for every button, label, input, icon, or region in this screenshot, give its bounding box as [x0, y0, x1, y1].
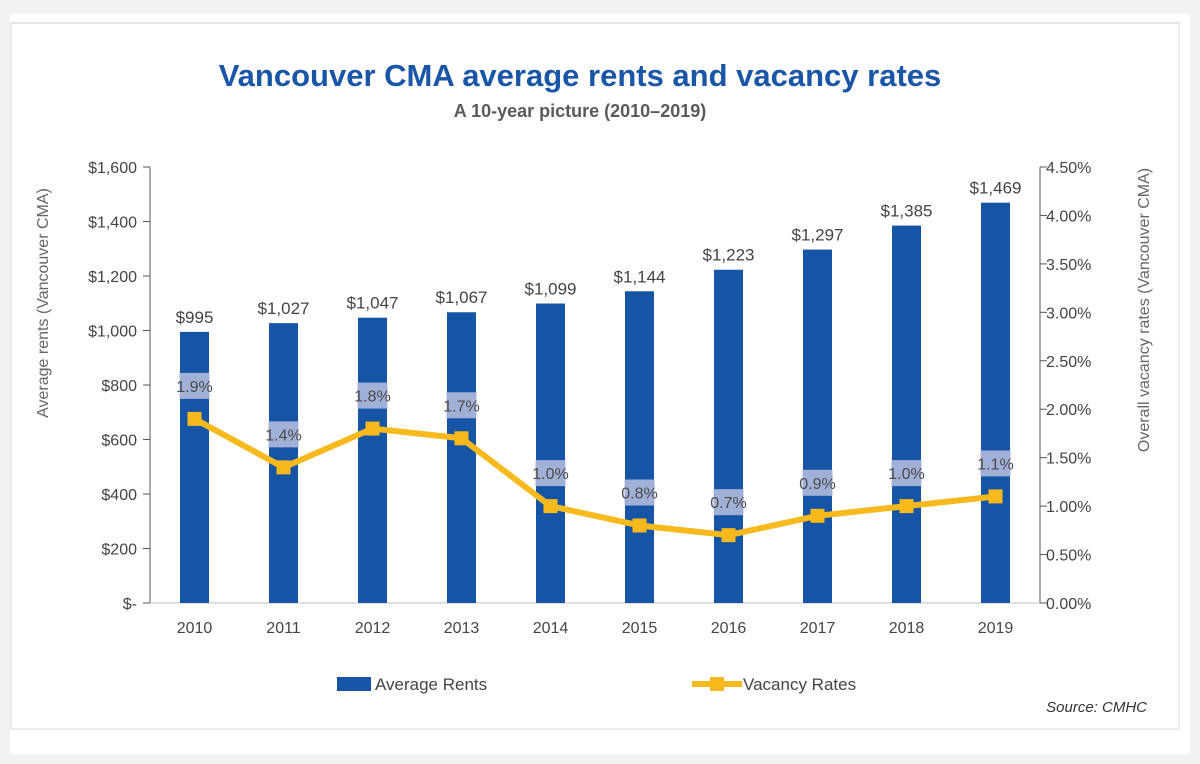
chart-subtitle: A 10-year picture (2010–2019) [454, 101, 706, 121]
y-tick-label: $200 [101, 542, 137, 559]
bar-data-label: $1,385 [881, 202, 933, 221]
x-tick-label: 2016 [711, 620, 747, 637]
y2-tick-label: 3.50% [1046, 257, 1091, 274]
vacancy-data-label: 0.7% [710, 495, 746, 512]
vacancy-label-bg [268, 421, 299, 448]
x-tick-label: 2017 [800, 620, 836, 637]
legend-label-average-rents: Average Rents [375, 675, 487, 694]
line-vacancy-rates [193, 416, 996, 539]
vacancy-label-bg [802, 469, 833, 496]
x-tick-label: 2015 [622, 620, 658, 637]
y-tick-label: $1,600 [88, 160, 137, 177]
vacancy-point-marker [187, 411, 202, 426]
vacancy-data-label: 1.0% [532, 466, 568, 483]
vacancy-label-bg [179, 372, 210, 399]
vacancy-point-marker [365, 421, 380, 436]
y2-axis-label: Overall vacancy rates (Vancouver CMA) [1136, 168, 1153, 452]
bar-average-rents [625, 291, 654, 603]
vacancy-label-bg [357, 382, 388, 409]
vacancy-point-marker [276, 460, 291, 475]
y2-tick-label: 0.50% [1046, 548, 1091, 565]
x-tick-label: 2018 [889, 620, 925, 637]
vacancy-point-marker [454, 431, 469, 446]
bar-data-label: $1,144 [614, 267, 666, 286]
y-tick-label: $1,000 [88, 324, 137, 341]
bar-data-label: $1,047 [347, 294, 399, 313]
vacancy-point-marker [632, 518, 647, 533]
y-tick-label: $800 [101, 378, 137, 395]
y2-tick-label: 4.00% [1046, 208, 1091, 225]
bar-data-label: $1,027 [258, 299, 310, 318]
bar-data-label: $1,067 [436, 288, 488, 307]
vacancy-point-marker [810, 508, 825, 523]
vacancy-label-bg [980, 450, 1011, 477]
vacancy-data-label: 0.9% [799, 476, 835, 493]
vacancy-data-label: 1.1% [977, 456, 1013, 473]
vacancy-label-bg [446, 392, 477, 419]
bar-data-label: $1,297 [792, 226, 844, 245]
y2-tick-label: 3.00% [1046, 305, 1091, 322]
bar-average-rents [358, 317, 387, 603]
source-note: Source: CMHC [1046, 699, 1147, 716]
plot-area: $- $200 $400 $600 $800 $1,000 $1,200 $1,400 $1,6… [88, 160, 1091, 637]
vacancy-data-label: 1.8% [354, 389, 390, 406]
vacancy-label-bg [891, 460, 922, 487]
vacancy-label-bg [713, 489, 744, 516]
legend-label-vacancy-rates: Vacancy Rates [743, 675, 856, 694]
legend: Average Rents Vacancy Rates [337, 675, 856, 694]
vacancy-point-marker [988, 489, 1003, 504]
vacancy-label-bg [624, 479, 655, 506]
y-tick-label: $1,200 [88, 269, 137, 286]
chart-title: Vancouver CMA average rents and vacancy … [219, 58, 942, 93]
y2-tick-label: 1.50% [1046, 451, 1091, 468]
bar-average-rents [536, 303, 565, 603]
legend-swatch-average-rents [337, 677, 371, 691]
y2-tick-label: 0.00% [1046, 596, 1091, 613]
bar-average-rents [714, 269, 743, 603]
bar-data-label: $995 [176, 308, 214, 327]
x-tick-label: 2013 [444, 620, 480, 637]
y2-tick-label: 2.50% [1046, 354, 1091, 371]
x-tick-label: 2014 [533, 620, 569, 637]
vacancy-point-marker [721, 528, 736, 543]
bar-data-label: $1,099 [525, 280, 577, 299]
bar-average-rents [803, 249, 832, 603]
vacancy-label-bg [535, 460, 566, 487]
x-tick-label: 2019 [978, 620, 1014, 637]
y2-tick-label: 2.00% [1046, 402, 1091, 419]
vacancy-point-marker [899, 499, 914, 514]
x-tick-label: 2010 [177, 620, 213, 637]
vacancy-data-label: 0.8% [621, 485, 657, 502]
legend-swatch-vacancy-marker [710, 677, 724, 691]
y2-tick-label: 4.50% [1046, 160, 1091, 177]
x-tick-label: 2011 [266, 620, 301, 637]
vacancy-data-label: 1.9% [176, 379, 212, 396]
bar-average-rents [892, 225, 921, 603]
bar-data-label: $1,223 [703, 246, 755, 265]
x-tick-label: 2012 [355, 620, 391, 637]
vacancy-data-label: 1.0% [888, 466, 924, 483]
vacancy-point-marker [543, 499, 558, 514]
y-tick-label: $1,400 [88, 215, 137, 232]
y-tick-label: $600 [101, 433, 137, 450]
bar-average-rents [447, 312, 476, 603]
y-tick-label: $- [123, 596, 137, 613]
vacancy-data-label: 1.4% [265, 427, 301, 444]
y2-tick-label: 1.00% [1046, 499, 1091, 516]
y-axis-label: Average rents (Vancouver CMA) [35, 188, 52, 418]
y-tick-label: $400 [101, 487, 137, 504]
bar-data-label: $1,469 [970, 179, 1022, 198]
bar-average-rents [180, 331, 209, 603]
vacancy-data-label: 1.7% [443, 398, 479, 415]
bar-average-rents [981, 202, 1010, 603]
